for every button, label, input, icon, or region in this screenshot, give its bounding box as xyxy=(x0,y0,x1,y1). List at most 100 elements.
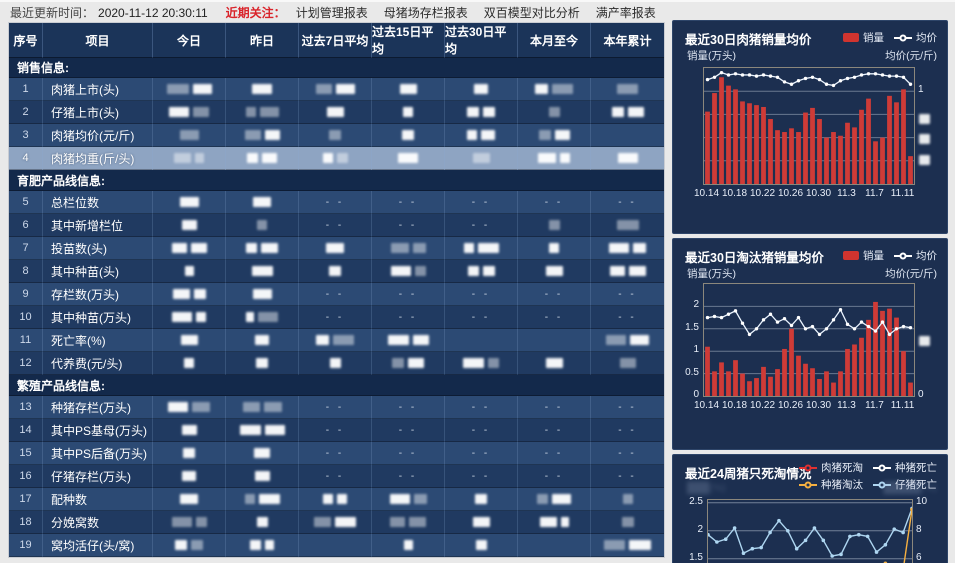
value-cell xyxy=(518,329,591,352)
x-axis-tick: 11.3 xyxy=(837,188,856,199)
value-cell xyxy=(153,511,226,534)
table-row[interactable]: 19 窝均活仔(头/窝) xyxy=(9,534,664,557)
table-row[interactable]: 5 总栏位数 - -- -- -- -- - xyxy=(9,191,664,214)
y-axis-tick: 10 xyxy=(916,495,928,507)
table-row[interactable]: 8 其中种苗(头) xyxy=(9,260,664,283)
value-cell: - - xyxy=(591,283,664,306)
value-cell xyxy=(372,488,445,511)
legend-item[interactable]: 仔猪死亡 xyxy=(873,477,937,492)
multi-line-chart-plot xyxy=(707,499,913,563)
value-cell xyxy=(591,237,664,260)
value-cell xyxy=(445,329,518,352)
table-row[interactable]: 9 存栏数(万头) - -- -- -- -- - xyxy=(9,283,664,306)
row-index: 17 xyxy=(9,488,43,511)
value-cell xyxy=(299,78,372,101)
value-cell: - - xyxy=(445,283,518,306)
legend-label: 肉猪死淘 xyxy=(821,462,863,474)
value-cell xyxy=(153,147,226,170)
table-row[interactable]: 15 其中PS后备(万头) - -- -- -- -- - xyxy=(9,442,664,465)
table-row[interactable]: 7 投苗数(头) xyxy=(9,237,664,260)
y-axis-tick: 0 xyxy=(693,389,699,400)
report-links: 计划管理报表 母猪场存栏报表 双百模型对比分析 满产率报表 xyxy=(296,4,656,21)
value-cell: - - xyxy=(445,442,518,465)
x-axis-tick: 10.14 xyxy=(693,188,720,199)
report-link-2[interactable]: 双百模型对比分析 xyxy=(483,6,580,20)
value-cell: - - xyxy=(372,419,445,442)
value-cell xyxy=(372,124,445,147)
legend-item[interactable]: 销量 xyxy=(843,30,884,45)
row-index: 19 xyxy=(9,534,43,557)
y-axis-tick: 0.5 xyxy=(685,366,699,378)
value-cell xyxy=(445,534,518,557)
value-cell xyxy=(518,124,591,147)
y-axis-tick: 8 xyxy=(916,523,922,535)
table-row[interactable]: 2 仔猪上市(头) xyxy=(9,101,664,124)
legend-item[interactable]: 均价 xyxy=(894,30,937,45)
x-axis-tick: 11.3 xyxy=(837,400,856,411)
table-row[interactable]: 14 其中PS基母(万头) - -- -- -- -- - xyxy=(9,419,664,442)
value-cell: - - xyxy=(591,191,664,214)
value-cell: - - xyxy=(591,396,664,419)
bar-line-chart-plot xyxy=(703,67,915,185)
focus-label: 近期关注： xyxy=(225,6,286,20)
y-axis-tick: 6 xyxy=(916,551,922,563)
column-header: 项目 xyxy=(43,23,153,58)
redacted-tick xyxy=(919,336,930,347)
legend-item[interactable]: 种猪死亡 xyxy=(873,460,937,475)
value-cell xyxy=(226,260,299,283)
table-row[interactable]: 3 肉猪均价(元/斤) xyxy=(9,124,664,147)
card-title: 最近30日淘汰猪销量均价 xyxy=(685,251,824,265)
y-axis-tick: 1.5 xyxy=(689,551,703,563)
legend-item[interactable]: 均价 xyxy=(894,248,937,263)
value-cell: - - xyxy=(299,442,372,465)
value-cell xyxy=(226,442,299,465)
value-cell xyxy=(153,214,226,237)
table-row[interactable]: 13 种猪存栏(万头) - -- -- -- -- - xyxy=(9,396,664,419)
row-label: 仔猪上市(头) xyxy=(43,101,153,124)
value-cell: - - xyxy=(445,214,518,237)
value-cell: - - xyxy=(299,306,372,329)
row-label: 窝均活仔(头/窝) xyxy=(43,534,153,557)
value-cell xyxy=(591,329,664,352)
legend-item[interactable]: 种猪淘汰 xyxy=(799,477,863,492)
y-axis-tick: 1.5 xyxy=(685,321,699,333)
table-row[interactable]: 12 代养费(元/头) xyxy=(9,352,664,375)
report-link-0[interactable]: 计划管理报表 xyxy=(295,6,368,20)
update-time-value: 2020-11-12 20:30:11 xyxy=(98,5,208,20)
chart-legend: 销量 均价 xyxy=(843,30,937,45)
table-row[interactable]: 6 其中新增栏位 - -- -- - xyxy=(9,214,664,237)
value-cell xyxy=(153,329,226,352)
row-label: 投苗数(头) xyxy=(43,237,153,260)
value-cell xyxy=(372,511,445,534)
report-link-3[interactable]: 满产率报表 xyxy=(595,6,656,20)
table-row[interactable]: 11 死亡率(%) xyxy=(9,329,664,352)
value-cell xyxy=(445,237,518,260)
value-cell xyxy=(226,419,299,442)
legend-item[interactable]: 销量 xyxy=(843,248,884,263)
value-cell xyxy=(445,511,518,534)
table-row[interactable]: 10 其中种苗(万头) - -- -- -- -- - xyxy=(9,306,664,329)
legend-item[interactable]: 肉猪死淘 xyxy=(799,460,863,475)
table-row[interactable]: 17 配种数 xyxy=(9,488,664,511)
card-pig-sales-price: 最近30日肉猪销量均价 销量 均价 销量(万头) 均价(元/斤) 10.14 10.… xyxy=(672,20,948,234)
value-cell xyxy=(445,124,518,147)
table-row[interactable]: 4 肉猪均重(斤/头) xyxy=(9,147,664,170)
value-cell xyxy=(518,511,591,534)
value-cell xyxy=(372,78,445,101)
value-cell: - - xyxy=(372,442,445,465)
x-axis-tick: 11.7 xyxy=(865,400,884,411)
x-axis-tick: 10.26 xyxy=(777,188,804,199)
table-row[interactable]: 16 仔猪存栏(万头) - -- -- -- -- - xyxy=(9,465,664,488)
value-cell xyxy=(226,147,299,170)
table-row[interactable]: 18 分娩窝数 xyxy=(9,511,664,534)
value-cell xyxy=(226,534,299,557)
report-link-1[interactable]: 母猪场存栏报表 xyxy=(383,6,468,20)
y-axis-tick: 2 xyxy=(693,299,699,311)
value-cell xyxy=(153,465,226,488)
table-row[interactable]: 1 肉猪上市(头) xyxy=(9,78,664,101)
section-header: 繁殖产品线信息: xyxy=(9,375,664,396)
value-cell xyxy=(153,101,226,124)
value-cell xyxy=(299,260,372,283)
row-label: 种猪存栏(万头) xyxy=(43,396,153,419)
legend-label: 种猪死亡 xyxy=(895,462,937,474)
